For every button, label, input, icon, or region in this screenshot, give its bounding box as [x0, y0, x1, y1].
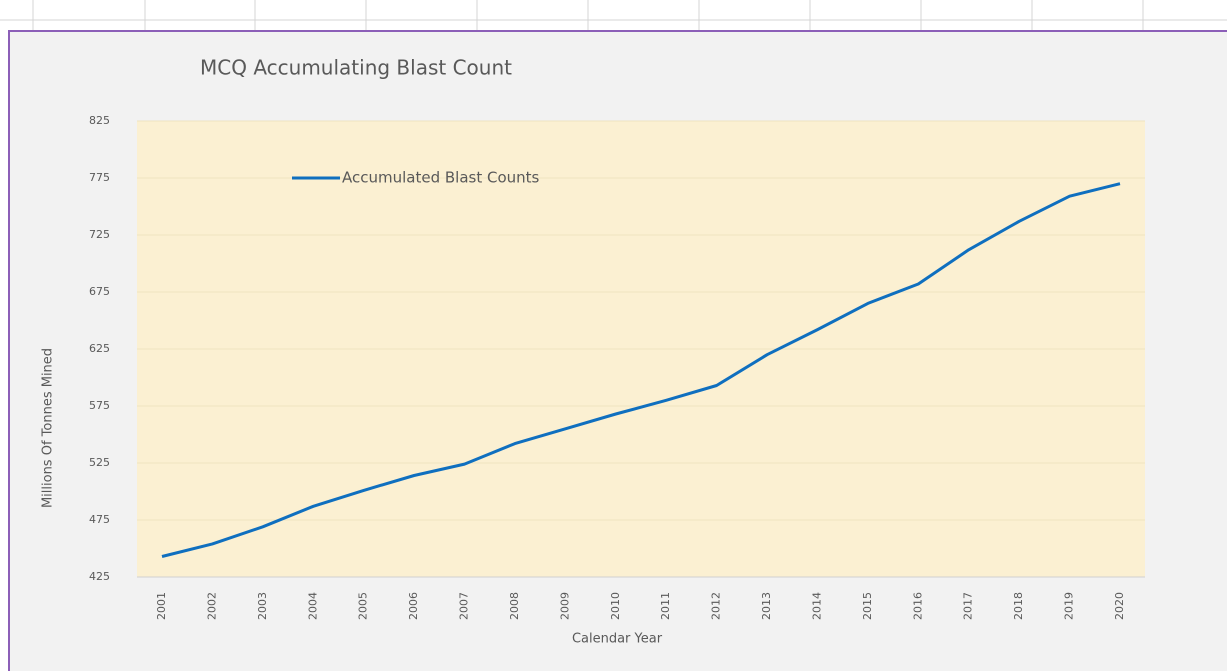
- y-tick-label: 725: [89, 228, 110, 241]
- x-tick-label: 2015: [861, 592, 874, 620]
- x-tick-label: 2018: [1012, 592, 1025, 620]
- x-tick-label: 2007: [458, 592, 471, 620]
- x-tick-label: 2019: [1063, 592, 1076, 620]
- x-tick-label: 2020: [1113, 592, 1126, 620]
- y-tick-label: 525: [89, 456, 110, 469]
- x-tick-label: 2009: [558, 592, 571, 620]
- x-tick-label: 2017: [962, 592, 975, 620]
- x-axis-label: Calendar Year: [572, 632, 663, 647]
- x-tick-label: 2012: [710, 592, 723, 620]
- x-tick-label: 2001: [155, 592, 168, 620]
- data-line: [161, 182, 1121, 558]
- x-tick-label: 2010: [609, 592, 622, 620]
- y-tick-label: 825: [89, 114, 110, 127]
- y-tick-label: 625: [89, 342, 110, 355]
- x-tick-label: 2003: [256, 592, 269, 620]
- x-tick-label: 2008: [508, 592, 521, 620]
- x-tick-label: 2005: [357, 592, 370, 620]
- x-tick-label: 2006: [407, 592, 420, 620]
- x-tick-label: 2013: [760, 592, 773, 620]
- x-tick-label: 2016: [911, 592, 924, 620]
- y-axis-label: Millions Of Tonnes Mined: [41, 348, 56, 508]
- chart-title: MCQ Accumulating Blast Count: [200, 56, 512, 80]
- y-tick-label: 675: [89, 285, 110, 298]
- x-tick-label: 2004: [306, 592, 319, 620]
- y-tick-label: 775: [89, 171, 110, 184]
- y-tick-label: 475: [89, 513, 110, 526]
- legend-label: Accumulated Blast Counts: [342, 169, 540, 187]
- sheet-gridlines: [0, 0, 1227, 30]
- y-tick-label: 575: [89, 399, 110, 412]
- x-tick-label: 2014: [810, 592, 823, 620]
- y-tick-label: 425: [89, 570, 110, 583]
- x-tick-label: 2011: [659, 592, 672, 620]
- x-tick-label: 2002: [205, 592, 218, 620]
